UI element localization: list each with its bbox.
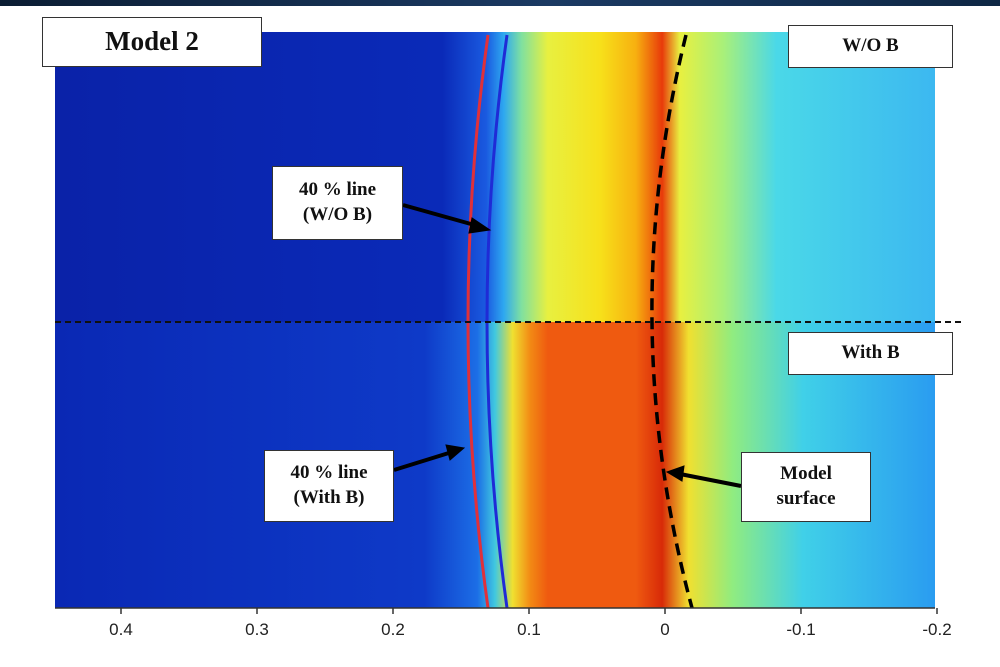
top-header-strip — [0, 0, 1000, 6]
x-tick-label: 0.3 — [245, 620, 269, 639]
x-tick-label: 0.4 — [109, 620, 133, 639]
panel-title: Model 2 — [42, 17, 262, 67]
x-axis-ticks — [120, 608, 938, 614]
annotation-line40-with-b-line1: 40 % line — [290, 462, 368, 484]
x-tick-label: 0.1 — [517, 620, 541, 639]
region-label-without-b: W/O B — [788, 25, 953, 68]
panel-title-text: Model 2 — [105, 26, 199, 57]
region-label-with-b: With B — [788, 332, 953, 375]
model-surface-curve — [650, 34, 694, 609]
x-tick-label: 0 — [660, 620, 670, 639]
x-tick-label: -0.1 — [786, 620, 816, 639]
heatmap-without-b — [55, 32, 935, 322]
annotation-model-surface: Model surface — [741, 452, 871, 522]
annotation-line40-without-b: 40 % line (W/O B) — [272, 166, 403, 240]
region-label-with-b-text: With B — [841, 342, 900, 364]
annotation-line40-with-b: 40 % line (With B) — [264, 450, 394, 522]
annotation-arrows — [393, 203, 742, 488]
annotation-model-surface-line1: Model — [780, 463, 832, 485]
annotation-line40-with-b-line2: (With B) — [293, 487, 365, 508]
annotation-line40-without-b-line1: 40 % line — [298, 179, 377, 201]
annotation-model-surface-line2: surface — [776, 488, 836, 509]
x-tick-label: -0.2 — [922, 620, 952, 639]
region-label-without-b-text: W/O B — [842, 35, 899, 57]
annotation-line40-without-b-line2: (W/O B) — [302, 204, 373, 225]
x-tick-label: 0.2 — [381, 620, 405, 639]
